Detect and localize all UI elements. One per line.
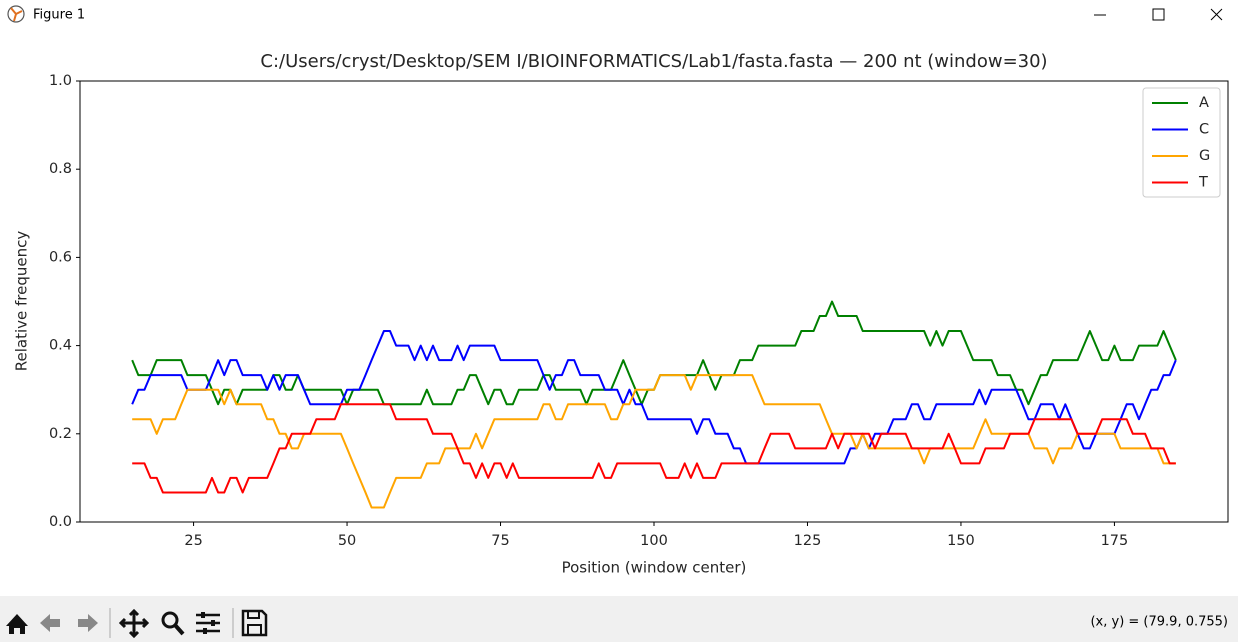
title-bar [0, 0, 1238, 30]
status-text: (x, y) = (79.9, 0.755) [1090, 615, 1228, 630]
x-tick-label: 150 [947, 533, 975, 549]
x-tick-label: 175 [1101, 533, 1129, 549]
pan-button[interactable] [118, 608, 150, 639]
y-tick-label: 0.2 [49, 426, 72, 442]
x-tick-label: 50 [338, 533, 356, 549]
zoom-button[interactable] [161, 611, 179, 629]
forward-button[interactable] [78, 614, 98, 632]
home-button[interactable] [6, 614, 28, 634]
legend-label: T [1198, 175, 1208, 191]
back-button[interactable] [40, 614, 60, 632]
y-tick-label: 0.8 [49, 161, 72, 177]
x-tick-label: 75 [491, 533, 509, 549]
legend-label: G [1199, 148, 1210, 164]
series-line [131, 330, 1177, 465]
y-tick-label: 1.0 [49, 73, 72, 89]
close-button[interactable] [1210, 8, 1223, 21]
maximize-button[interactable] [1152, 8, 1165, 21]
legend-label: C [1199, 122, 1209, 138]
legend-label: A [1199, 95, 1209, 111]
x-tick-label: 125 [794, 533, 822, 549]
y-tick-label: 0.6 [49, 249, 72, 265]
series-line [132, 403, 1176, 494]
x-tick-label: 100 [640, 533, 668, 549]
window-title: Figure 1 [33, 8, 85, 23]
x-axis-label: Position (window center) [562, 559, 747, 577]
x-tick-label: 25 [184, 533, 202, 549]
toolbar-icons [6, 608, 268, 639]
legend-frame [1142, 87, 1221, 198]
chart-title: C:/Users/cryst/Desktop/SEM I/BIOINFORMAT… [260, 51, 1047, 72]
configure-button[interactable] [196, 613, 220, 633]
app-icon [7, 5, 25, 23]
toolbar [0, 596, 1238, 642]
y-tick-label: 0.4 [49, 338, 72, 354]
y-axis-label: Relative frequency [13, 231, 31, 372]
y-tick-label: 0.0 [49, 514, 72, 530]
